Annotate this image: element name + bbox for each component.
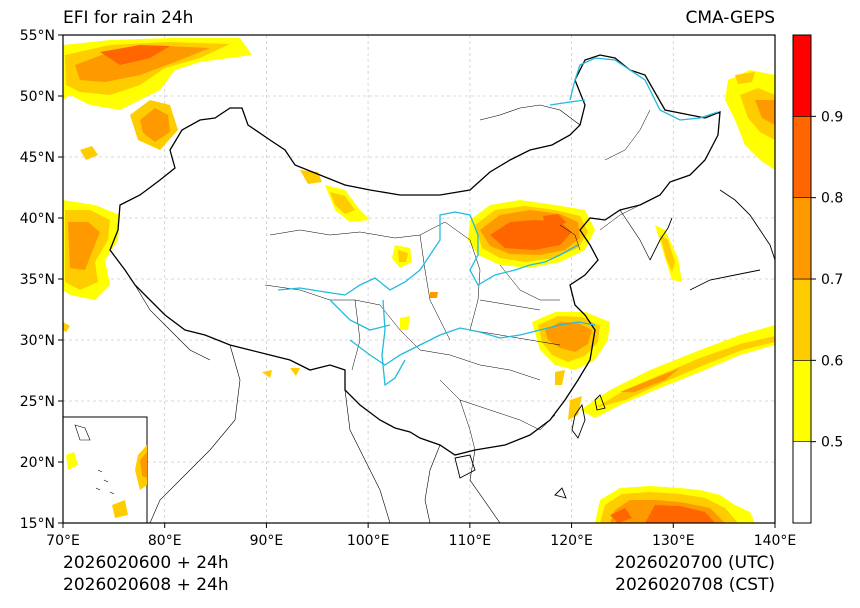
- lon-label: 110°E: [449, 533, 492, 549]
- colorbar-label: 0.6: [821, 353, 843, 369]
- lat-label: 20°N: [20, 455, 55, 471]
- latitude-labels: 55°N 50°N 45°N 40°N 35°N 30°N 25°N 20°N 15°N: [20, 28, 55, 532]
- lon-label: 80°E: [148, 533, 182, 549]
- valid-time-utc: 2026020700 (UTC): [614, 553, 775, 573]
- lat-label: 40°N: [20, 211, 55, 227]
- init-time-utc: 2026020600 + 24h: [63, 553, 229, 573]
- lon-label: 140°E: [754, 533, 797, 549]
- colorbar-label: 0.8: [821, 191, 843, 207]
- colorbar-label: 0.5: [821, 435, 843, 451]
- coastlines: [454, 189, 775, 499]
- init-time-cst: 2026020608 + 24h: [63, 575, 229, 595]
- lat-label: 35°N: [20, 272, 55, 288]
- colorbar-segment: [792, 360, 812, 442]
- longitude-labels: 70°E 80°E 90°E 100°E 110°E 120°E 130°E 140°E: [46, 533, 796, 549]
- model-name: CMA-GEPS: [685, 8, 775, 28]
- lat-label: 15°N: [20, 516, 55, 532]
- lat-label: 45°N: [20, 150, 55, 166]
- lon-label: 130°E: [652, 533, 695, 549]
- colorbar-segment: [792, 441, 812, 524]
- efi-field-northwest-china: [262, 170, 438, 378]
- neighbor-borders: [134, 104, 651, 523]
- lon-label: 100°E: [347, 533, 390, 549]
- lon-label: 120°E: [550, 533, 593, 549]
- efi-field-northwest: [63, 38, 252, 160]
- colorbar-segment: [792, 278, 812, 361]
- lon-label: 90°E: [250, 533, 284, 549]
- valid-time-cst: 2026020708 (CST): [615, 575, 775, 595]
- map-title: EFI for rain 24h: [63, 8, 194, 28]
- efi-field-east-sea: [568, 225, 775, 420]
- south-china-sea-inset: [62, 416, 148, 524]
- colorbar: 0.5 0.6 0.7 0.8 0.9: [792, 34, 843, 524]
- colorbar-label: 0.9: [821, 109, 843, 125]
- efi-field-north-china: [468, 200, 595, 268]
- axis-ticks: [58, 34, 776, 528]
- rivers: [277, 57, 719, 387]
- lon-label: 70°E: [46, 533, 80, 549]
- gridlines: [63, 35, 775, 523]
- colorbar-segment: [792, 34, 812, 117]
- lat-label: 25°N: [20, 394, 55, 410]
- efi-field-northeast: [725, 70, 775, 170]
- efi-field-west: [63, 200, 120, 332]
- colorbar-segment: [792, 197, 812, 280]
- colorbar-label: 0.7: [821, 272, 843, 288]
- lat-label: 50°N: [20, 89, 55, 105]
- efi-field-southeast: [595, 486, 755, 523]
- lat-label: 55°N: [20, 28, 55, 44]
- colorbar-segment: [792, 116, 812, 198]
- lat-label: 30°N: [20, 333, 55, 349]
